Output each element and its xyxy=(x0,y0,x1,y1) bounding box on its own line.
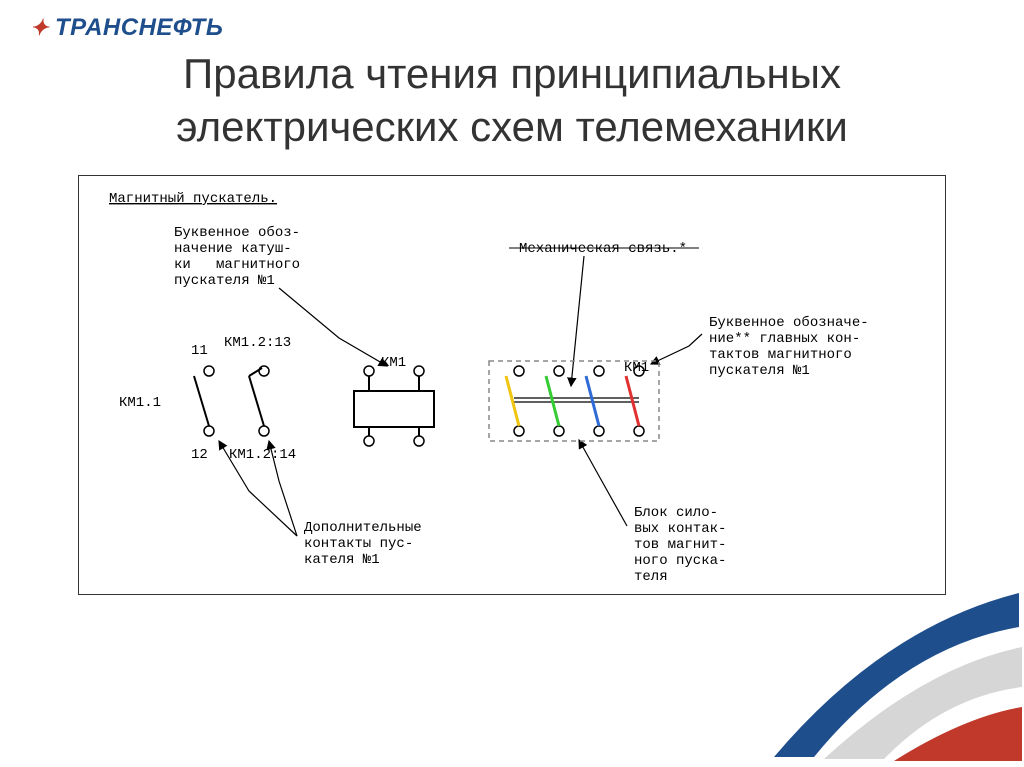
svg-text:Буквенное обозначе-: Буквенное обозначе- xyxy=(709,314,869,331)
svg-text:тов магнит-: тов магнит- xyxy=(634,537,726,553)
power-block: КМ1 xyxy=(489,360,659,441)
svg-text:Блок сило-: Блок сило- xyxy=(634,505,718,521)
svg-text:КМ1.2:13: КМ1.2:13 xyxy=(224,335,291,351)
brand-text: ТРАНСНЕФТЬ xyxy=(55,14,223,42)
diagram-container: Магнитный пускатель. Буквенное обоз- нач… xyxy=(78,175,946,595)
coil-km1: КМ1 xyxy=(354,355,434,446)
svg-text:ного пуска-: ного пуска- xyxy=(634,553,726,569)
svg-text:тактов магнитного: тактов магнитного xyxy=(709,347,852,363)
slide-title: Правила чтения принципиальных электричес… xyxy=(0,48,1024,153)
contact-bar-blue xyxy=(586,376,599,426)
diagram-heading: Магнитный пускатель. xyxy=(109,190,277,207)
svg-text:начение катуш-: начение катуш- xyxy=(174,241,292,257)
svg-text:Механическая связь.*: Механическая связь.* xyxy=(519,241,687,257)
title-line-2: электрических схем телемеханики xyxy=(176,103,848,150)
callout-mech-link: Механическая связь.* xyxy=(509,241,699,386)
svg-text:Буквенное обоз-: Буквенное обоз- xyxy=(174,224,300,241)
svg-text:кателя №1: кателя №1 xyxy=(304,552,380,568)
callout-power-block: Блок сило- вых контак- тов магнит- ного … xyxy=(579,440,726,585)
svg-text:КМ1: КМ1 xyxy=(381,355,406,371)
svg-text:Дополнительные: Дополнительные xyxy=(304,520,422,536)
svg-text:теля: теля xyxy=(634,569,668,585)
svg-text:12: 12 xyxy=(191,447,208,463)
svg-text:11: 11 xyxy=(191,343,208,359)
contact-bar-yellow xyxy=(506,376,519,426)
svg-text:вых контак-: вых контак- xyxy=(634,521,726,537)
contact-bar-green xyxy=(546,376,559,426)
svg-text:пускателя №1: пускателя №1 xyxy=(709,363,810,379)
svg-text:пускателя №1: пускателя №1 xyxy=(174,273,275,289)
svg-text:КМ1.2:14: КМ1.2:14 xyxy=(229,447,296,463)
svg-text:КМ1.1: КМ1.1 xyxy=(119,395,161,411)
brand-logo: ✦ ТРАНСНЕФТЬ xyxy=(30,14,223,42)
svg-text:КМ1: КМ1 xyxy=(624,360,649,376)
svg-text:ние** главных кон-: ние** главных кон- xyxy=(709,331,860,347)
svg-text:ки магнитного: ки магнитного xyxy=(174,257,300,273)
title-line-1: Правила чтения принципиальных xyxy=(183,50,841,97)
schematic-svg: Магнитный пускатель. Буквенное обоз- нач… xyxy=(79,176,947,596)
transneft-wave-icon xyxy=(764,587,1024,767)
callout-main-contacts: Буквенное обозначе- ние** главных кон- т… xyxy=(651,314,869,379)
logo-mark-icon: ✦ xyxy=(30,15,49,41)
svg-text:контакты пус-: контакты пус- xyxy=(304,536,413,552)
contact-bar-red xyxy=(626,376,639,426)
